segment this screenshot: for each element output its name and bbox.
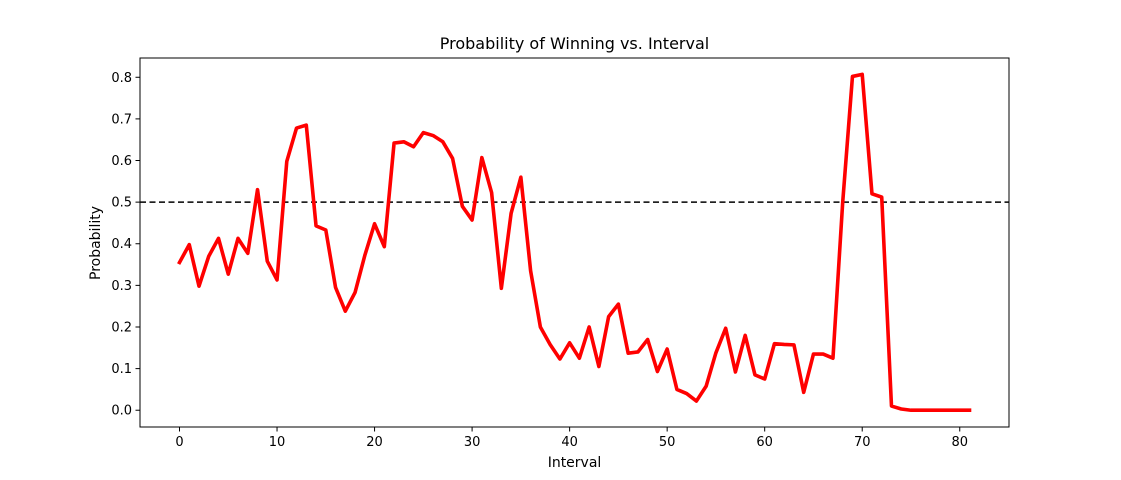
y-tick-label: 0.8 [111, 71, 132, 86]
y-tick-label: 0.6 [111, 154, 132, 169]
y-tick-label: 0.0 [111, 404, 132, 419]
x-tick-label: 10 [269, 435, 286, 450]
x-tick-label: 40 [561, 435, 578, 450]
x-tick-label: 60 [756, 435, 773, 450]
y-axis-label: Probability [88, 206, 104, 280]
x-tick-label: 50 [659, 435, 676, 450]
y-tick-label: 0.3 [111, 279, 132, 294]
x-tick-label: 30 [464, 435, 481, 450]
plot-area: 0 10 20 30 40 50 60 70 80 0.0 0.1 0.2 0.3 0.4 0.5 0.6 0.… [111, 57, 1010, 450]
x-axis-label: Interval [548, 455, 602, 471]
x-tick-label: 20 [366, 435, 383, 450]
plot-frame [139, 57, 1010, 428]
y-tick-label: 0.7 [111, 112, 132, 127]
y-tick-label: 0.1 [111, 362, 132, 377]
x-tick-label: 0 [175, 435, 183, 450]
y-tick-label: 0.5 [111, 196, 132, 211]
y-tick-label: 0.4 [111, 237, 132, 252]
chart-title: Probability of Winning vs. Interval [440, 34, 709, 53]
x-tick-label: 80 [951, 435, 968, 450]
y-tick-label: 0.2 [111, 320, 132, 335]
x-tick-label: 70 [854, 435, 871, 450]
series-line-0 [177, 72, 972, 413]
